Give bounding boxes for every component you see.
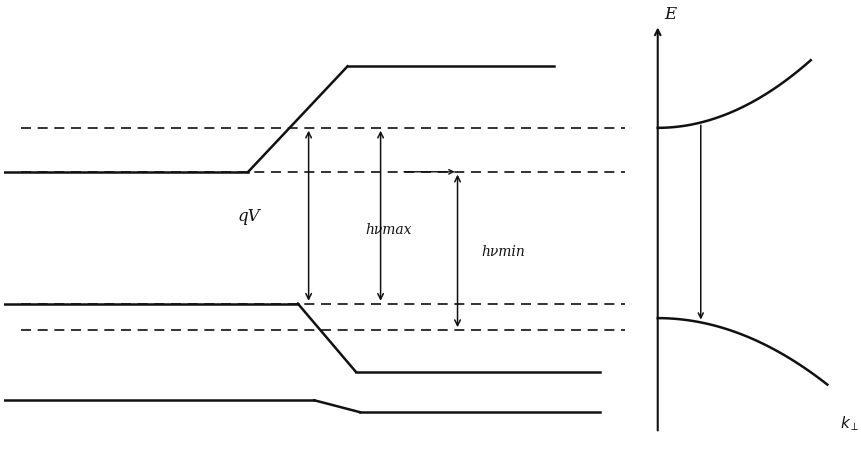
Text: $k_\perp$: $k_\perp$	[839, 413, 858, 432]
Text: qV: qV	[238, 208, 260, 225]
Text: E: E	[664, 6, 676, 23]
Text: hνmax: hνmax	[365, 222, 412, 237]
Text: hνmin: hνmin	[480, 244, 524, 258]
